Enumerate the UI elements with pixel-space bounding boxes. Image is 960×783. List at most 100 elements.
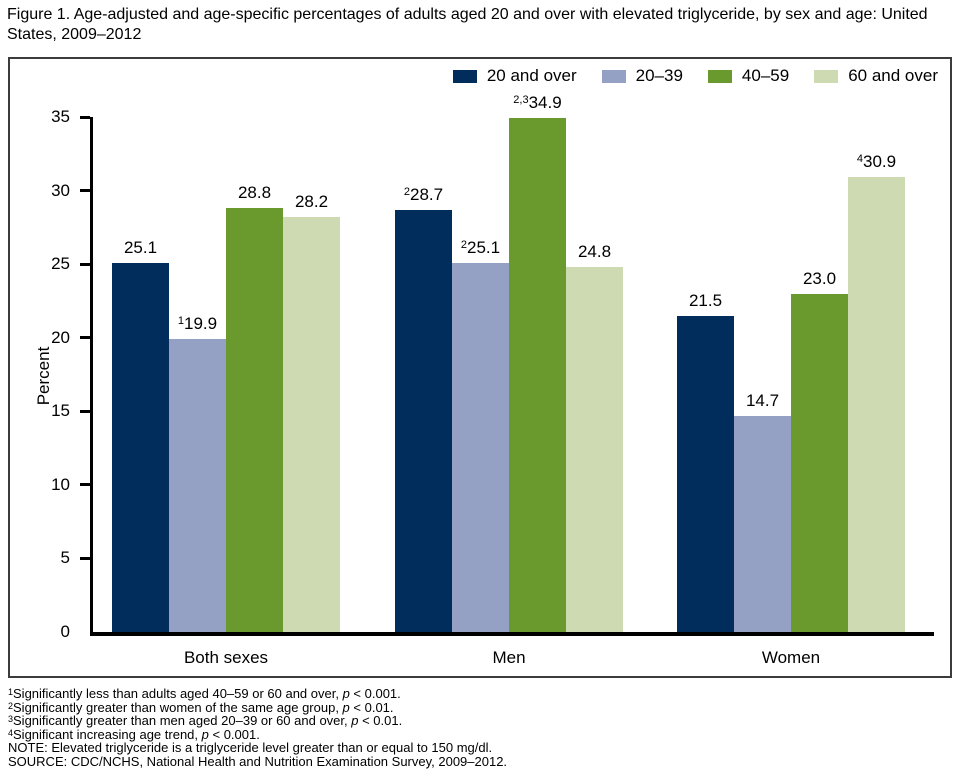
y-axis-tick <box>80 115 90 119</box>
footnote-p-italic: p <box>201 726 209 742</box>
footnote-superscript: 3 <box>8 714 14 725</box>
bar-value: 25.1 <box>467 237 501 257</box>
y-axis-tick-label: 0 <box>60 622 70 641</box>
footnote-line: 2Significantly greater than women of the… <box>8 699 948 715</box>
footnote-text: Significantly greater than men aged 20–3… <box>13 713 352 729</box>
legend-item: 60 and over <box>814 66 938 86</box>
bar <box>395 209 452 632</box>
footnote-text: < 0.01. <box>358 713 403 729</box>
footnote-line: 1Significantly less than adults aged 40–… <box>8 687 948 701</box>
y-axis-tick-label: 10 <box>51 474 70 494</box>
footnote-text: Significantly less than adults aged 40–5… <box>13 686 343 701</box>
chart-frame: 20 and over 20–39 40–59 60 and over Percent… <box>8 57 952 678</box>
footnotes: 1Significantly less than adults aged 40–… <box>8 687 948 769</box>
y-axis-tick <box>80 336 90 340</box>
footnote-superscript: 4 <box>8 727 14 738</box>
x-axis-category-label: Women <box>761 648 821 667</box>
bar <box>112 262 169 632</box>
legend-swatch-2 <box>601 69 626 83</box>
bar-value-label: 21.5 <box>688 290 723 310</box>
bar-value: 28.7 <box>410 184 444 204</box>
bar <box>283 217 340 632</box>
x-axis-category-label: Both sexes <box>183 648 269 667</box>
bar-value: 14.7 <box>745 390 780 410</box>
bar-value: 25.1 <box>123 237 158 257</box>
bar-value-superscript: 2 <box>403 185 411 198</box>
legend-label: 20–39 <box>635 66 683 85</box>
y-axis-tick <box>80 483 90 487</box>
bar <box>677 315 734 632</box>
legend: 20 and over 20–39 40–59 60 and over <box>452 66 938 86</box>
legend-item: 20 and over <box>452 66 577 86</box>
bar <box>226 208 283 632</box>
bar-value-label: 25.1 <box>123 237 158 257</box>
bar-value: 23.0 <box>802 268 837 288</box>
y-axis-tick-label: 30 <box>51 180 70 200</box>
bar-value-label: 119.9 <box>178 312 217 333</box>
footnote-text: Significant increasing age trend, <box>13 726 202 742</box>
plot-area: 0 5 10 15 20 25 30 35 25.1 119.9 28.8 28.2 228.7 225.… <box>51 94 934 641</box>
bar-value-superscript: 4 <box>856 153 864 166</box>
bar <box>169 339 226 632</box>
figure-title: Figure 1. Age-adjusted and age-specific … <box>7 6 928 43</box>
bar-value-label: 23.0 <box>802 268 837 288</box>
footnote-line: 4Significant increasing age trend, p < 0… <box>8 726 948 742</box>
bar-value-label: 228.7 <box>404 183 443 204</box>
footnote-text: SOURCE: CDC/NCHS, National Health and Nu… <box>8 753 508 769</box>
y-axis-tick <box>80 556 90 560</box>
legend-swatch-1 <box>452 69 477 83</box>
legend-label: 40–59 <box>741 66 790 85</box>
bar <box>734 415 791 632</box>
footnote-text: < 0.001. <box>349 686 401 701</box>
footnote-text: Significantly greater than women of the … <box>13 699 343 715</box>
y-axis-tick <box>80 262 90 266</box>
footnote-text: NOTE: Elevated triglyceride is a triglyc… <box>8 740 493 756</box>
y-axis-tick-label: 35 <box>51 107 70 126</box>
footnote-text: < 0.001. <box>208 726 260 742</box>
footnote-line: 3Significantly greater than men aged 20–… <box>8 714 948 728</box>
legend-swatch-3 <box>707 69 732 83</box>
bar-value: 19.9 <box>184 314 218 334</box>
y-axis-tick-label: 20 <box>51 327 70 347</box>
footnote-p-italic: p <box>342 699 350 715</box>
bar-value-label: 225.1 <box>461 236 500 257</box>
bar-value: 34.9 <box>528 93 562 113</box>
x-axis-category-label: Men <box>492 648 526 667</box>
bar-value: 24.8 <box>577 242 612 262</box>
bar-value-label: 24.8 <box>578 243 611 261</box>
y-axis-tick <box>80 409 90 413</box>
bar-value: 30.9 <box>863 152 897 172</box>
bar-value-superscript: 2 <box>460 238 468 251</box>
bar-value-superscript: 1 <box>177 315 185 328</box>
footnote-superscript: 1 <box>8 687 14 697</box>
bar-value: 28.8 <box>237 183 272 203</box>
footnote-superscript: 2 <box>8 700 14 711</box>
bar-value: 21.5 <box>688 290 723 310</box>
footnote-p-italic: p <box>342 686 350 701</box>
y-axis-tick <box>80 189 90 193</box>
bar <box>509 118 566 632</box>
bar-value-superscript: 2,3 <box>513 94 529 107</box>
y-axis-tick-label: 25 <box>51 254 70 274</box>
legend-label: 60 and over <box>848 66 938 85</box>
footnote-line: NOTE: Elevated triglyceride is a triglyc… <box>8 741 948 755</box>
bar-value-label: 28.2 <box>295 193 328 211</box>
bar <box>848 177 905 632</box>
y-axis-tick-label: 15 <box>51 401 70 421</box>
footnote-text: < 0.01. <box>349 699 394 715</box>
legend-label: 20 and over <box>486 66 577 85</box>
bar-value-label: 2,334.9 <box>513 91 561 112</box>
legend-swatch-4 <box>814 69 839 83</box>
bar <box>566 267 623 632</box>
bar-value-label: 28.8 <box>238 184 271 202</box>
footnote-p-italic: p <box>351 713 359 729</box>
y-axis-tick-label: 5 <box>60 548 70 568</box>
bar <box>791 293 848 632</box>
bar <box>452 262 509 632</box>
x-axis-line <box>90 632 934 636</box>
legend-item: 40–59 <box>707 66 790 86</box>
bar-value-label: 430.9 <box>857 150 896 171</box>
footnote-line: SOURCE: CDC/NCHS, National Health and Nu… <box>8 755 948 769</box>
legend-item: 20–39 <box>601 66 683 86</box>
y-axis-line <box>90 117 93 632</box>
